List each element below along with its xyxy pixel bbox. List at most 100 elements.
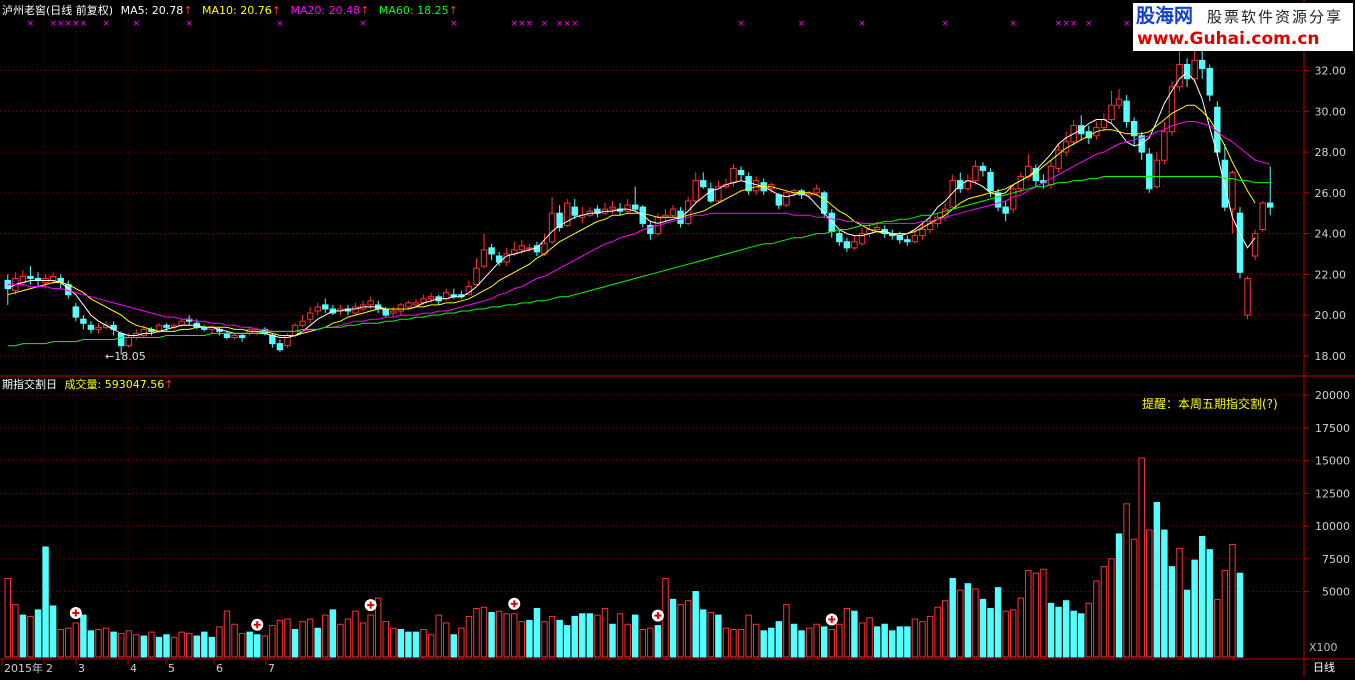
volume-bar: [1025, 570, 1032, 658]
volume-bar: [851, 610, 858, 658]
volume-bar: [858, 622, 866, 658]
volume-bar: [223, 610, 231, 658]
candle: [1009, 184, 1017, 214]
candle: [133, 329, 140, 340]
volume-bars: [4, 457, 1244, 658]
signal-cross-icon: ×: [80, 19, 88, 29]
expiry-marker-icon: [251, 618, 264, 631]
volume-bar: [102, 627, 110, 658]
volume-bar: [662, 577, 669, 658]
candle-body: [352, 306, 359, 314]
candle: [238, 333, 246, 342]
candle-body: [624, 204, 631, 212]
candle: [1176, 46, 1183, 91]
candle: [322, 298, 329, 314]
price-tick-label: 20.00: [1315, 309, 1347, 322]
candle-body: [427, 296, 435, 300]
candle: [979, 162, 987, 177]
volume-bar: [548, 615, 556, 658]
volume-bar: [828, 629, 835, 658]
candle-body: [87, 324, 95, 330]
ma20-line: [7, 121, 1271, 332]
marker-cross-v: [513, 600, 516, 608]
volume-bar: [178, 631, 185, 658]
candle-body: [972, 165, 979, 182]
signal-cross-icon: ×: [64, 19, 72, 29]
volume-bar: [1214, 598, 1221, 658]
volume-bar: [231, 623, 238, 658]
volume-bar: [752, 623, 760, 658]
signal-cross-icon: ×: [276, 19, 284, 29]
volume-bar: [533, 608, 541, 658]
signal-cross-icon: ×: [1123, 19, 1131, 29]
volume-bar: [117, 632, 125, 658]
candle-body: [571, 206, 578, 216]
candle: [533, 241, 541, 256]
signal-cross-icon: ×: [563, 19, 571, 29]
ma5-arrow-icon: ↑: [183, 4, 193, 17]
marker-cross-v: [256, 621, 259, 629]
candle-body: [140, 328, 148, 336]
candle: [72, 302, 80, 322]
candle: [1236, 207, 1244, 279]
candle: [1206, 64, 1213, 102]
volume-bar: [1047, 602, 1055, 658]
signal-cross-icon: ×: [49, 19, 57, 29]
candle-body: [730, 167, 737, 184]
candle-body: [775, 194, 783, 206]
marker-cross-v: [369, 601, 372, 609]
price-tick-label: 30.00: [1315, 105, 1347, 118]
signal-cross-icon: ×: [858, 19, 866, 29]
candle: [737, 166, 745, 181]
candle: [707, 182, 715, 204]
volume-bar: [216, 626, 223, 658]
candle-body: [412, 302, 420, 306]
ma20-arrow-icon: ↑: [360, 4, 370, 17]
candle-body: [1206, 68, 1213, 96]
period-label[interactable]: 日线: [1313, 661, 1335, 674]
volume-readout: 成交量: 593047.56: [64, 378, 165, 391]
signal-cross-icon: ×: [556, 19, 564, 29]
candle: [405, 300, 412, 309]
candle-body: [609, 206, 616, 210]
candle-body: [820, 192, 828, 214]
volume-bar: [450, 634, 458, 658]
volume-bar: [201, 631, 208, 658]
volume-bar: [692, 591, 699, 658]
volume-bar: [715, 614, 722, 658]
candle: [858, 227, 866, 246]
signal-cross-icon: ×: [1062, 19, 1070, 29]
axis-labels: 32.00 30.00 28.00 26.00 24.00 22.00 20.00 18.00…: [1, 65, 1350, 675]
volume-bar: [1146, 529, 1153, 658]
volume-bar: [1206, 549, 1213, 658]
volume-bar: [511, 613, 518, 658]
ma10-line: [7, 104, 1256, 336]
candle: [276, 339, 284, 352]
candle: [223, 331, 231, 340]
volume-bar: [170, 636, 178, 658]
volume-bar: [730, 629, 737, 658]
volume-bar: [790, 623, 798, 658]
candle-body: [1055, 149, 1062, 169]
candle: [1130, 117, 1138, 146]
volume-bar: [571, 615, 578, 658]
volume-bar: [798, 630, 805, 658]
volume-bar: [707, 611, 715, 658]
candle: [1251, 229, 1259, 261]
candle-body: [647, 224, 654, 235]
volume-bar: [526, 619, 533, 658]
candle-body: [669, 208, 677, 216]
candle: [994, 188, 1002, 212]
volume-bar: [314, 627, 321, 658]
candle-body: [979, 165, 987, 171]
candle-body: [836, 233, 843, 243]
candle: [662, 209, 669, 222]
candle: [783, 190, 790, 208]
candle-body: [322, 304, 329, 310]
ma60-arrow-icon: ↑: [448, 4, 458, 17]
candle-body: [405, 302, 412, 308]
ma60-line: [7, 176, 1271, 347]
candle: [904, 235, 911, 246]
